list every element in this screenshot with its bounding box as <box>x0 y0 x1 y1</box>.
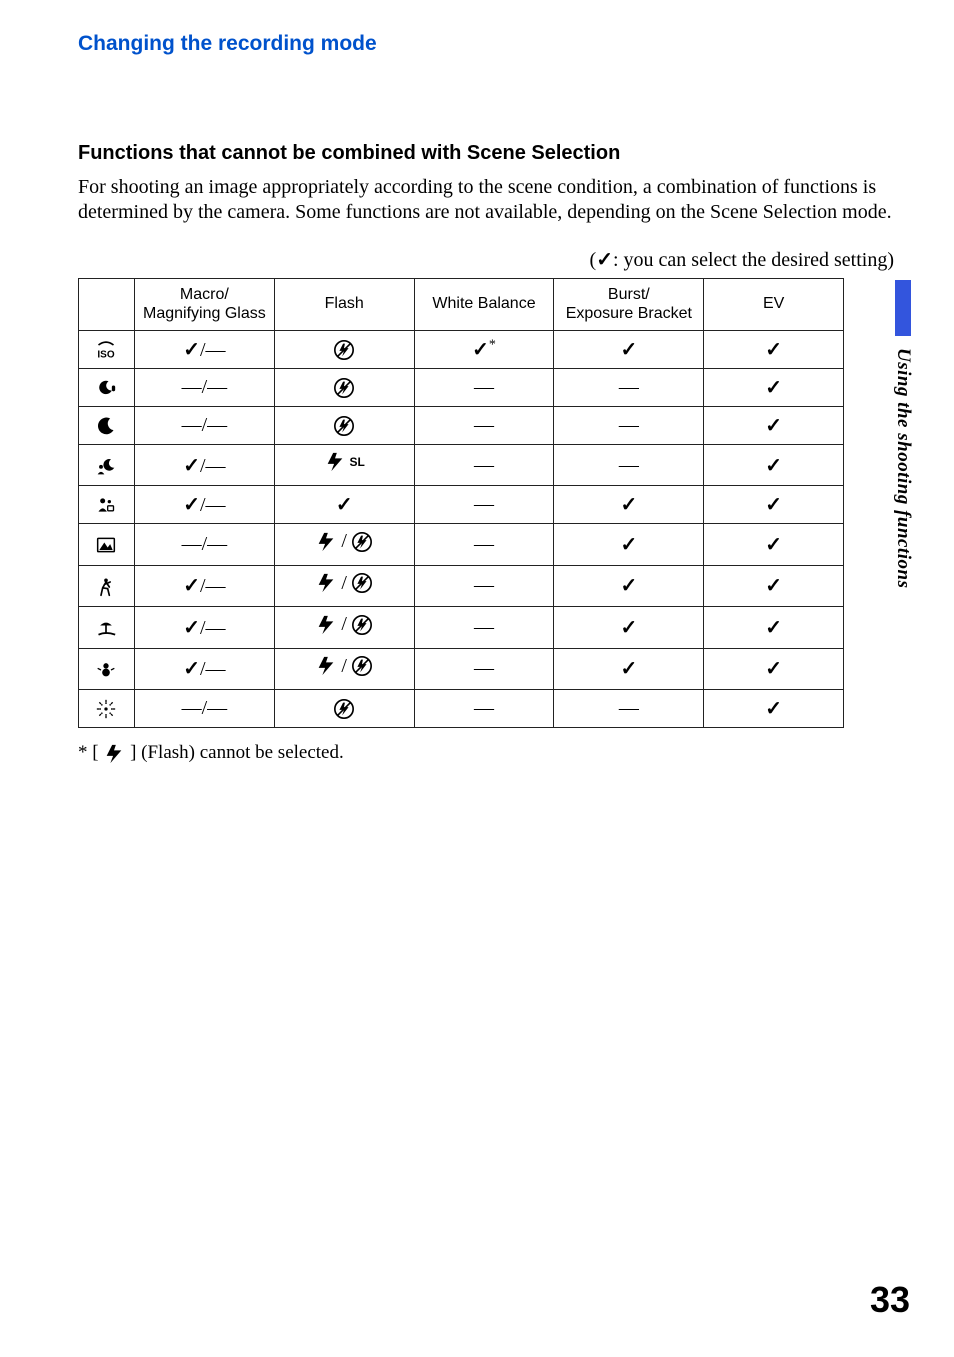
legend-line: (✓: you can select the desired setting) <box>78 247 894 272</box>
cell-burst: ✓ <box>554 607 704 649</box>
landscape-icon <box>79 524 135 566</box>
soft_snap-icon <box>79 486 135 524</box>
cell-wb: — <box>414 690 554 728</box>
cell-flash: / <box>274 648 414 690</box>
cell-ev: ✓ <box>704 648 844 690</box>
cell-macro: —/— <box>134 524 274 566</box>
footnote-prefix: * [ <box>78 742 103 763</box>
table-row: ✓/—✓*✓✓ <box>79 331 844 369</box>
cell-macro: ✓/— <box>134 445 274 486</box>
cell-flash: / <box>274 524 414 566</box>
cell-ev: ✓ <box>704 369 844 407</box>
table-row: —/———✓ <box>79 690 844 728</box>
cell-ev: ✓ <box>704 486 844 524</box>
cell-wb: — <box>414 407 554 445</box>
table-row: ✓/—✓—✓✓ <box>79 486 844 524</box>
cell-macro: —/— <box>134 407 274 445</box>
footnote-suffix: ] (Flash) cannot be selected. <box>125 742 343 763</box>
table-row: —/———✓ <box>79 369 844 407</box>
cell-ev: ✓ <box>704 445 844 486</box>
side-tab: Using the shooting functions <box>888 280 918 589</box>
table-row: —/———✓ <box>79 407 844 445</box>
table-row: ✓/—/—✓✓ <box>79 565 844 607</box>
table-row: ✓/—/—✓✓ <box>79 607 844 649</box>
th-macro: Macro/Magnifying Glass <box>134 279 274 331</box>
cell-ev: ✓ <box>704 407 844 445</box>
beach-icon <box>79 607 135 649</box>
cell-ev: ✓ <box>704 690 844 728</box>
cell-ev: ✓ <box>704 331 844 369</box>
th-blank <box>79 279 135 331</box>
cell-macro: ✓/— <box>134 486 274 524</box>
cell-macro: ✓/— <box>134 648 274 690</box>
iso-icon <box>79 331 135 369</box>
flash-bolt-icon <box>103 742 125 763</box>
cell-burst: — <box>554 445 704 486</box>
cell-ev: ✓ <box>704 607 844 649</box>
cell-macro: ✓/— <box>134 607 274 649</box>
table-row: ✓/—SL——✓ <box>79 445 844 486</box>
compatibility-table: Macro/Magnifying Glass Flash White Balan… <box>78 278 844 728</box>
cell-flash: / <box>274 607 414 649</box>
th-burst: Burst/Exposure Bracket <box>554 279 704 331</box>
cell-burst: ✓ <box>554 524 704 566</box>
cell-burst: ✓ <box>554 565 704 607</box>
table-header-row: Macro/Magnifying Glass Flash White Balan… <box>79 279 844 331</box>
cell-ev: ✓ <box>704 524 844 566</box>
th-wb: White Balance <box>414 279 554 331</box>
cell-burst: — <box>554 690 704 728</box>
side-tab-marker <box>895 280 911 336</box>
side-tab-text: Using the shooting functions <box>892 348 914 589</box>
cell-wb: — <box>414 369 554 407</box>
cell-macro: ✓/— <box>134 565 274 607</box>
section-title: Changing the recording mode <box>78 32 894 56</box>
table-row: ✓/—/—✓✓ <box>79 648 844 690</box>
legend-suffix: : you can select the desired setting) <box>613 249 894 271</box>
cell-wb: — <box>414 565 554 607</box>
twilight_hh-icon <box>79 369 135 407</box>
body-text: For shooting an image appropriately acco… <box>78 175 894 225</box>
cell-wb: — <box>414 486 554 524</box>
cell-flash <box>274 369 414 407</box>
sports-icon <box>79 565 135 607</box>
cell-flash <box>274 407 414 445</box>
cell-wb: — <box>414 607 554 649</box>
cell-burst: ✓ <box>554 331 704 369</box>
table-row: —/—/—✓✓ <box>79 524 844 566</box>
cell-macro: —/— <box>134 369 274 407</box>
cell-burst: ✓ <box>554 648 704 690</box>
snow-icon <box>79 648 135 690</box>
cell-macro: —/— <box>134 690 274 728</box>
footnote: * [ ] (Flash) cannot be selected. <box>78 742 894 765</box>
cell-burst: — <box>554 369 704 407</box>
cell-wb: — <box>414 524 554 566</box>
th-flash: Flash <box>274 279 414 331</box>
twilight-icon <box>79 407 135 445</box>
cell-wb: ✓* <box>414 331 554 369</box>
cell-burst: ✓ <box>554 486 704 524</box>
cell-macro: ✓/— <box>134 331 274 369</box>
fireworks-icon <box>79 690 135 728</box>
cell-flash: / <box>274 565 414 607</box>
cell-ev: ✓ <box>704 565 844 607</box>
table-body: ✓/—✓*✓✓—/———✓—/———✓✓/—SL——✓✓/—✓—✓✓—/—/—✓… <box>79 331 844 728</box>
page-number: 33 <box>870 1279 910 1321</box>
th-ev: EV <box>704 279 844 331</box>
cell-wb: — <box>414 648 554 690</box>
cell-burst: — <box>554 407 704 445</box>
subheading: Functions that cannot be combined with S… <box>78 142 894 165</box>
cell-flash: SL <box>274 445 414 486</box>
check-icon: ✓ <box>596 249 613 271</box>
cell-flash <box>274 690 414 728</box>
cell-wb: — <box>414 445 554 486</box>
cell-flash <box>274 331 414 369</box>
twilight_p-icon <box>79 445 135 486</box>
cell-flash: ✓ <box>274 486 414 524</box>
